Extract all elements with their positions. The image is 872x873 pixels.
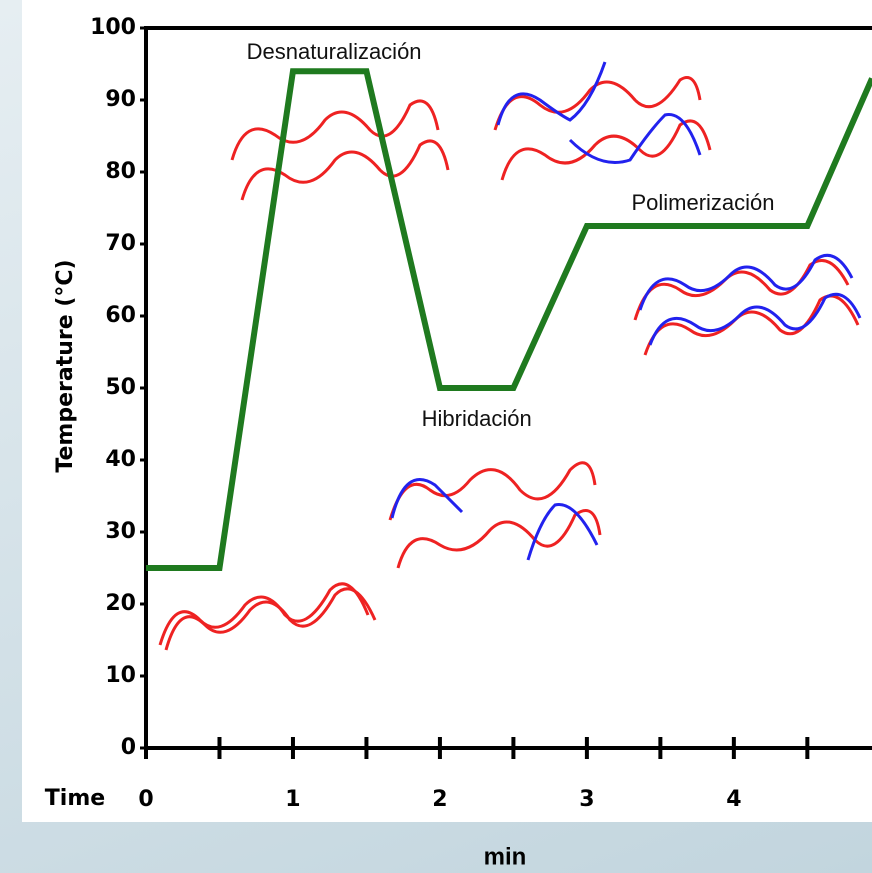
x-tick-label: 2	[432, 787, 447, 812]
y-axis-label: Temperature (°C)	[53, 259, 78, 472]
y-tick-label: 50	[105, 375, 136, 400]
x-tick-label: 4	[726, 787, 741, 812]
y-tick-label: 70	[105, 231, 136, 256]
y-tick-label: 10	[105, 663, 136, 688]
y-tick-label: 30	[105, 519, 136, 544]
plot-background	[22, 0, 872, 822]
temperature-line	[146, 68, 872, 571]
y-tick-label: 20	[105, 591, 136, 616]
y-tick-label: 90	[105, 87, 136, 112]
unit-label: min	[484, 843, 527, 870]
annotation: Hibridación	[422, 406, 532, 431]
y-tick-label: 0	[121, 735, 136, 760]
y-tick-label: 80	[105, 159, 136, 184]
annotation: Desnaturalización	[247, 39, 422, 64]
y-tick-label: 40	[105, 447, 136, 472]
x-tick-label: 3	[579, 787, 594, 812]
dna-illustrations	[158, 61, 862, 651]
annotation: Polimerización	[631, 190, 774, 215]
x-tick-label: 0	[138, 787, 153, 812]
y-tick-label: 100	[90, 15, 136, 40]
y-tick-label: 60	[105, 303, 136, 328]
x-axis-label: Time	[45, 786, 105, 811]
x-tick-label: 1	[285, 787, 300, 812]
